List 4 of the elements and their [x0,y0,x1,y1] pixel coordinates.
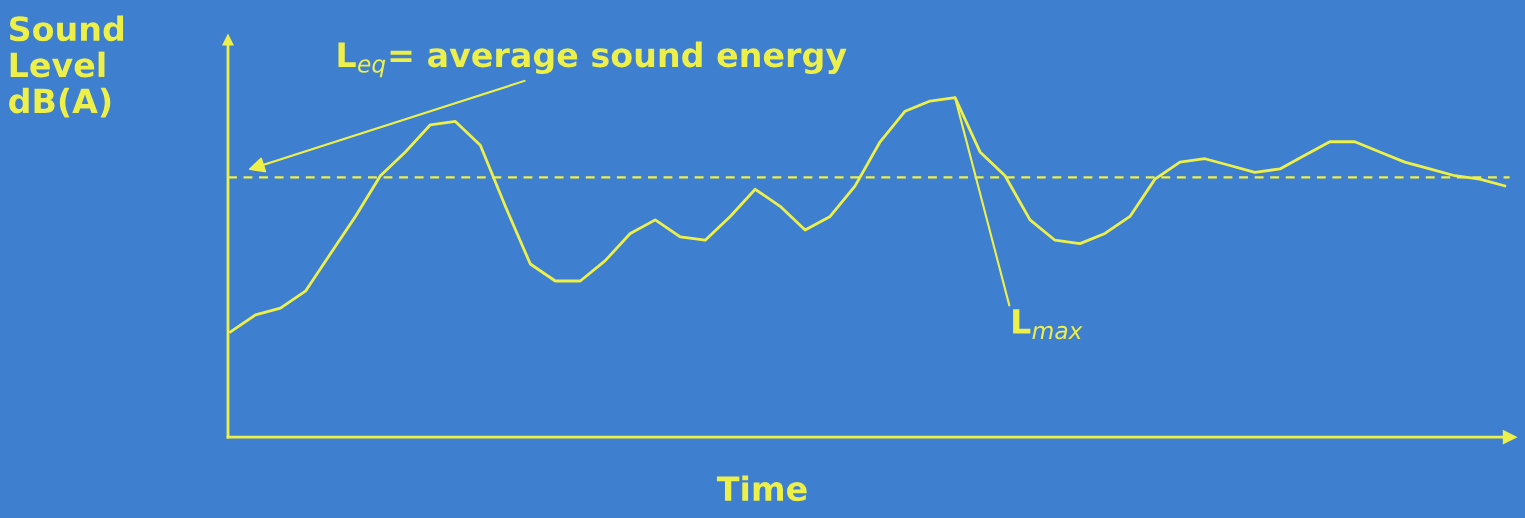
y-axis-title: Sound Level dB(A) [9,15,124,118]
ref-line-label: L$_{eq}$= average sound energy [338,41,847,78]
x-axis-title: Time [716,475,807,502]
annotation: L$_{max}$ [1013,309,1083,340]
